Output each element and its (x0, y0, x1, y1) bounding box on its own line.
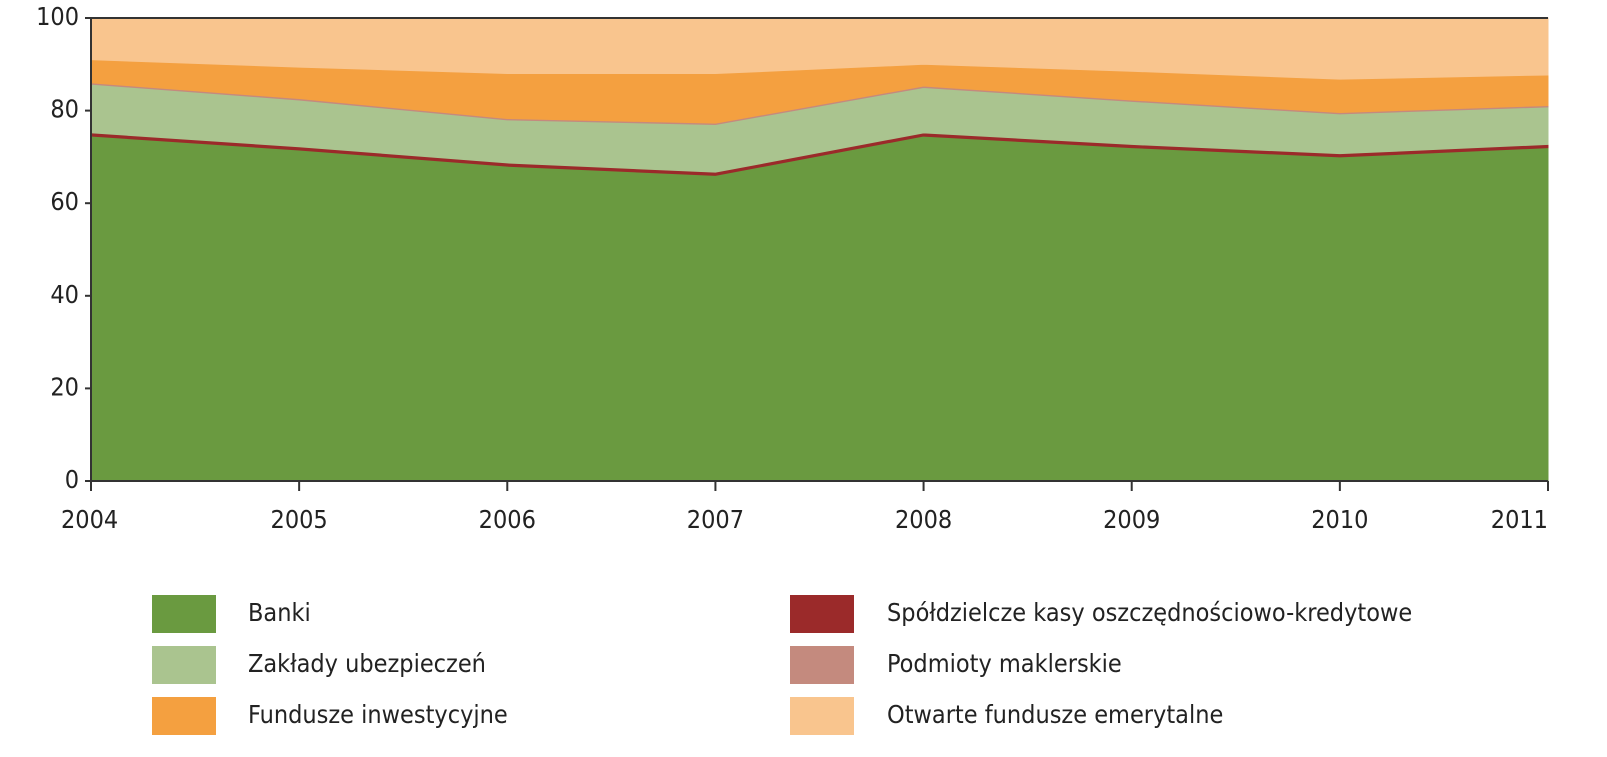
legend-label: Fundusze inwestycyjne (248, 700, 508, 729)
x-tick-label: 2010 (1311, 505, 1368, 534)
x-tick-label: 2011 (1491, 505, 1548, 534)
y-tick-label: 0 (65, 465, 79, 494)
legend-swatch (790, 595, 854, 633)
legend-swatch (790, 646, 854, 684)
legend-label: Banki (248, 598, 311, 627)
legend-swatch (152, 697, 216, 735)
legend-swatch (152, 595, 216, 633)
y-tick-label: 20 (50, 372, 79, 401)
x-tick-label: 2004 (61, 505, 118, 534)
x-tick-label: 2009 (1103, 505, 1160, 534)
x-tick-label: 2005 (271, 505, 328, 534)
y-tick-label: 100 (36, 2, 79, 31)
legend-label: Spółdzielcze kasy oszczędnościowo-kredyt… (887, 598, 1412, 627)
x-tick-label: 2008 (895, 505, 952, 534)
legend-swatch (152, 646, 216, 684)
area (90, 135, 1549, 482)
x-tick-label: 2006 (479, 505, 536, 534)
legend-label: Podmioty maklerskie (887, 649, 1122, 678)
y-tick-label: 60 (50, 187, 79, 216)
y-tick-label: 40 (50, 280, 79, 309)
legend-swatch (790, 697, 854, 735)
legend-label: Otwarte fundusze emerytalne (887, 700, 1223, 729)
y-tick-label: 80 (50, 95, 79, 124)
x-tick-label: 2007 (687, 505, 744, 534)
legend-label: Zakłady ubezpieczeń (248, 649, 486, 678)
